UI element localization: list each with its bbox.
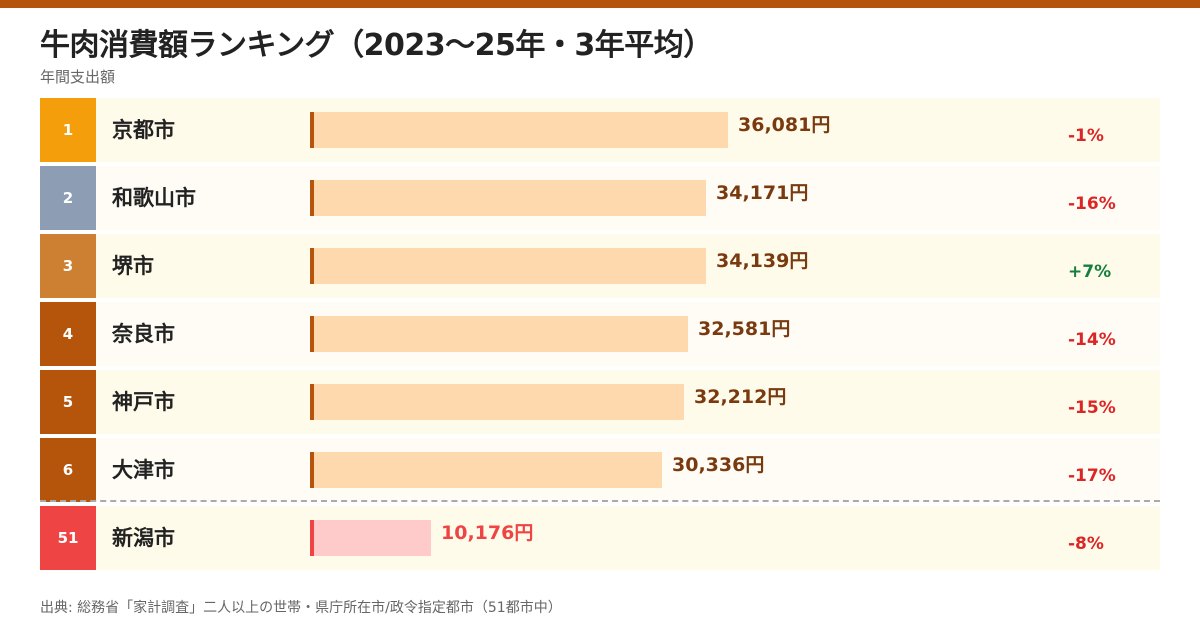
bar-accent (310, 112, 314, 148)
bar-accent (310, 384, 314, 420)
city-name: 大津市 (112, 458, 175, 482)
bar-accent (310, 248, 314, 284)
value-label: 36,081円 (738, 114, 831, 136)
rank-badge: 4 (40, 302, 96, 366)
value-label: 32,212円 (694, 386, 787, 408)
city-name: 京都市 (112, 118, 175, 142)
rank-badge: 3 (40, 234, 96, 298)
value-bar (314, 112, 728, 148)
value-label: 32,581円 (698, 318, 791, 340)
value-bar (314, 316, 688, 352)
ranking-row: 51 新潟市 10,176円 -8% (40, 506, 1160, 570)
rank-badge: 5 (40, 370, 96, 434)
change-label: -15% (1068, 398, 1116, 418)
change-label: -17% (1068, 466, 1116, 486)
rank-badge: 51 (40, 506, 96, 570)
bar-accent (310, 452, 314, 488)
change-label: +7% (1068, 262, 1112, 282)
value-label: 30,336円 (672, 454, 765, 476)
rank-badge: 6 (40, 438, 96, 502)
ranking-row: 6 大津市 30,336円 -17% (40, 438, 1160, 502)
change-label: -16% (1068, 194, 1116, 214)
change-label: -1% (1068, 126, 1104, 146)
city-name: 奈良市 (112, 322, 175, 346)
ranking-row: 4 奈良市 32,581円 -14% (40, 302, 1160, 366)
source-note: 出典: 総務省「家計調査」二人以上の世帯・県庁所在市/政令指定都市（51都市中） (40, 600, 562, 616)
city-name: 堺市 (112, 254, 154, 278)
value-bar (314, 248, 706, 284)
bar-accent (310, 316, 314, 352)
value-label: 34,171円 (716, 182, 809, 204)
ranking-row: 2 和歌山市 34,171円 -16% (40, 166, 1160, 230)
value-bar (314, 180, 706, 216)
chart-title: 牛肉消費額ランキング（2023〜25年・3年平均） (40, 28, 713, 63)
ranking-row: 3 堺市 34,139円 +7% (40, 234, 1160, 298)
change-label: -14% (1068, 330, 1116, 350)
ranking-row: 1 京都市 36,081円 -1% (40, 98, 1160, 162)
city-name: 新潟市 (112, 526, 175, 550)
city-name: 和歌山市 (112, 186, 196, 210)
value-label: 10,176円 (441, 522, 534, 544)
rank-badge: 1 (40, 98, 96, 162)
city-name: 神戸市 (112, 390, 175, 414)
value-bar (314, 452, 662, 488)
rank-badge: 2 (40, 166, 96, 230)
bar-accent (310, 520, 314, 556)
ranking-row: 5 神戸市 32,212円 -15% (40, 370, 1160, 434)
ranking-gap-separator (40, 500, 1160, 502)
change-label: -8% (1068, 534, 1104, 554)
value-label: 34,139円 (716, 250, 809, 272)
value-bar (314, 520, 431, 556)
bar-accent (310, 180, 314, 216)
chart-subtitle: 年間支出額 (40, 68, 116, 86)
top-accent-bar (0, 0, 1200, 8)
value-bar (314, 384, 684, 420)
